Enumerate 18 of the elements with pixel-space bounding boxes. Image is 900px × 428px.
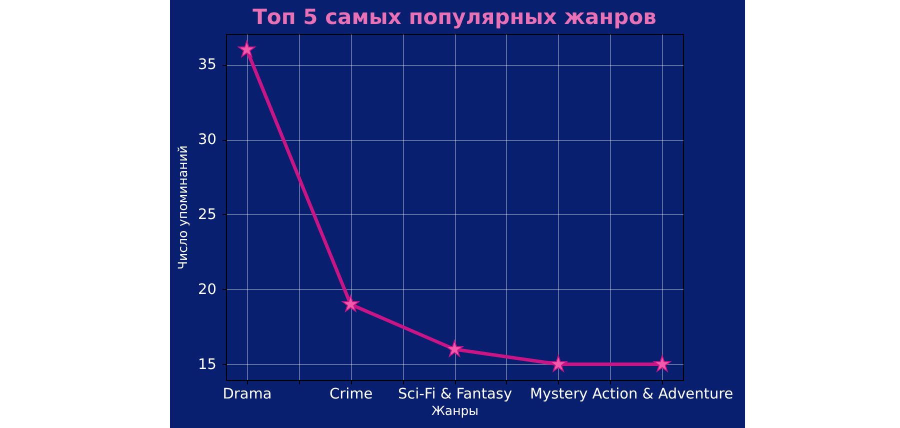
y-axis-title: Число упоминаний [175, 145, 190, 270]
y-tick-label: 35 [198, 57, 216, 74]
x-tick-label: Action & Adventure [592, 386, 734, 402]
y-tick-label: 25 [198, 206, 216, 223]
chart-title: Топ 5 самых популярных жанров [252, 5, 656, 29]
x-axis-title: Жанры [431, 403, 479, 418]
point [653, 355, 671, 372]
point [446, 340, 464, 357]
y-tick-label: 30 [198, 132, 216, 148]
point [550, 355, 568, 372]
x-tick-label: Drama [222, 386, 272, 402]
point [238, 40, 256, 58]
y-tick-label: 15 [198, 356, 216, 373]
y-tick-label: 20 [198, 282, 216, 298]
x-tick-label: Mystery [530, 386, 588, 402]
x-tick-label: Sci-Fi & Fantasy [398, 386, 512, 402]
point [342, 295, 360, 312]
x-tick-label: Crime [330, 386, 373, 402]
